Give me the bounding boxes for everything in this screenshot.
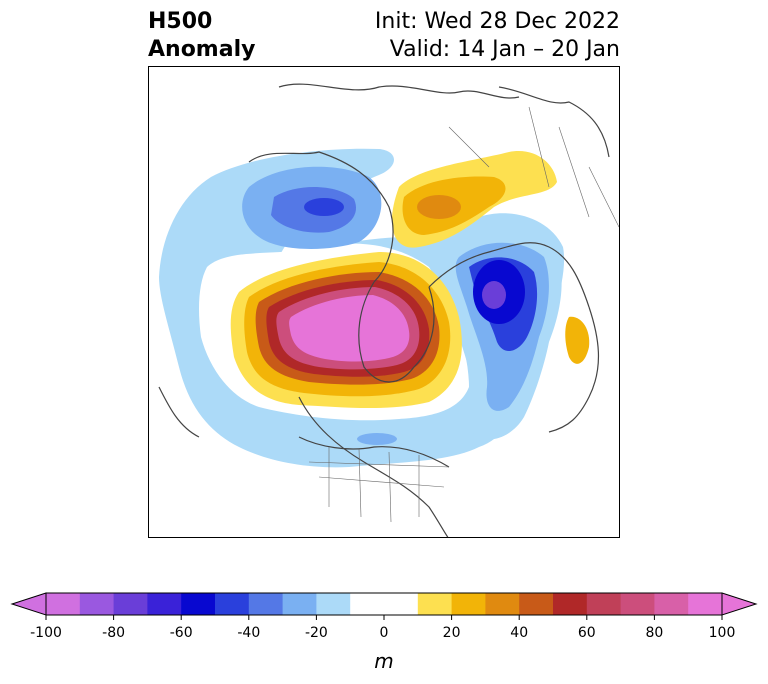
anomaly-map [148,66,620,538]
colorbar-bin [79,593,115,615]
coastlines [158,83,610,537]
colorbar-tick-label: 40 [510,625,528,641]
colorbar-tick-label: 0 [380,625,389,641]
colorbar-bin [147,593,182,615]
colorbar-unit-label: m [374,649,393,673]
colorbar-tick-label: -20 [305,625,328,641]
colorbar-tick-label: 100 [709,625,736,641]
colorbar-extend-max [721,592,758,616]
map-title: H500 Anomaly [148,8,255,64]
positive-peak-north [417,195,461,219]
colorbar-bin [620,593,655,615]
colorbar-bin [451,593,486,615]
colorbar-bin [654,593,689,615]
colorbar-bin [688,593,723,615]
political-borders [308,106,619,523]
title-line-variable: H500 [148,9,213,34]
colorbar-bin [316,593,351,615]
colorbar-bin [519,593,554,615]
colorbar-bin [553,593,588,615]
colorbar-bin [384,593,419,615]
colorbar-tick-label: -40 [237,625,260,641]
colorbar-bin [350,593,385,615]
colorbar-tick-label: 80 [645,625,663,641]
negative-peak-east [482,281,506,309]
colorbar-bin [113,593,148,615]
colorbar-canvas: -100 -80 -60 -40 -20 0 20 40 60 80 100 m [10,592,758,673]
colorbar-bin [215,593,250,615]
colorbar-extend-min [10,592,47,616]
negative-patch-south [357,433,397,445]
colorbar: -100 -80 -60 -40 -20 0 20 40 60 80 100 m [0,588,768,678]
forecast-dates: Init: Wed 28 Dec 2022 Valid: 14 Jan – 20… [375,8,620,64]
colorbar-tick-label: -80 [102,625,125,641]
colorbar-bin [586,593,622,615]
colorbar-tick-label: 20 [443,625,461,641]
valid-date-label: Valid: 14 Jan – 20 Jan [389,37,620,62]
negative-peak-northwest [304,198,344,216]
colorbar-tick-label: -100 [30,625,62,641]
colorbar-bin [46,593,81,615]
map-canvas [158,83,619,537]
colorbar-bin [485,593,520,615]
colorbar-bin [282,593,317,615]
positive-patch-east [565,316,590,364]
positive-core-center [289,295,410,362]
colorbar-bin [417,593,453,615]
colorbar-tick-label: 60 [578,625,596,641]
init-date-label: Init: Wed 28 Dec 2022 [374,9,620,34]
colorbar-tick-label: -60 [170,625,193,641]
title-line-anomaly: Anomaly [148,37,256,62]
colorbar-bin [248,593,284,615]
colorbar-bin [181,593,216,615]
